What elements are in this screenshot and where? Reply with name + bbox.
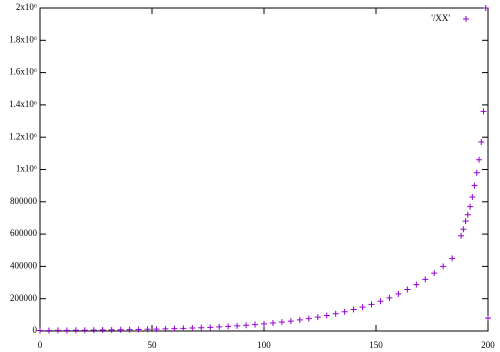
y-tick-label: 600000 — [10, 228, 38, 238]
y-tick-label: 2x10⁶ — [16, 2, 37, 12]
point — [287, 318, 294, 325]
y-tick-label: 1.6x10⁶ — [9, 67, 37, 77]
point — [278, 319, 285, 326]
point — [153, 326, 160, 333]
point — [480, 108, 487, 115]
point — [189, 325, 196, 332]
legend-label: '/XX' — [431, 13, 450, 23]
point — [473, 169, 480, 176]
point — [314, 314, 321, 321]
point — [180, 325, 187, 332]
point — [81, 327, 88, 334]
point — [135, 326, 142, 333]
point — [413, 281, 420, 288]
point — [449, 255, 456, 262]
point — [341, 308, 348, 315]
point — [225, 323, 232, 330]
y-tick-label: 400000 — [10, 260, 38, 270]
point — [90, 327, 97, 334]
point — [234, 322, 241, 329]
point — [458, 232, 465, 239]
point — [252, 321, 259, 328]
point — [269, 320, 276, 327]
y-tick-label: 0 — [33, 325, 38, 335]
point — [323, 312, 330, 319]
point — [305, 315, 312, 322]
point — [404, 286, 411, 293]
point — [368, 301, 375, 308]
y-tick-label: 1x10⁶ — [16, 164, 37, 174]
point — [162, 325, 169, 332]
point — [63, 327, 70, 334]
point — [467, 203, 474, 210]
point — [216, 323, 223, 330]
x-tick-label: 50 — [148, 340, 158, 350]
point — [72, 327, 79, 334]
point — [350, 306, 357, 313]
point — [431, 270, 438, 277]
point — [117, 326, 124, 333]
point — [469, 193, 476, 200]
point — [243, 322, 250, 329]
y-tick-label: 1.4x10⁶ — [9, 99, 37, 109]
point — [207, 324, 214, 331]
point — [460, 226, 467, 233]
point — [54, 327, 61, 334]
point — [464, 211, 471, 218]
point — [99, 327, 106, 334]
point — [332, 310, 339, 317]
point — [440, 263, 447, 270]
y-tick-label: 1.2x10⁶ — [9, 131, 37, 141]
point — [144, 326, 151, 333]
plot-frame — [39, 7, 489, 332]
x-tick-label: 200 — [481, 340, 495, 350]
x-tick-label: 150 — [369, 340, 383, 350]
point — [471, 182, 478, 189]
point — [171, 325, 178, 332]
point — [359, 304, 366, 311]
point — [482, 5, 489, 11]
x-tick-label: 100 — [257, 340, 271, 350]
point — [45, 327, 52, 334]
point — [37, 327, 43, 334]
x-tick-label: 0 — [38, 340, 43, 350]
point — [476, 156, 483, 163]
y-tick-label: 1.8x10⁶ — [9, 34, 37, 44]
y-tick-label: 200000 — [10, 293, 38, 303]
point — [377, 298, 384, 305]
point — [261, 320, 267, 327]
point — [126, 326, 133, 333]
point — [395, 290, 402, 297]
point — [422, 276, 429, 283]
point — [462, 218, 469, 225]
point — [198, 324, 205, 331]
point — [485, 315, 491, 322]
point — [386, 294, 393, 301]
legend-marker — [463, 16, 469, 22]
point — [478, 139, 485, 146]
point — [296, 316, 303, 323]
y-tick-label: 800000 — [10, 196, 38, 206]
point — [108, 326, 115, 333]
